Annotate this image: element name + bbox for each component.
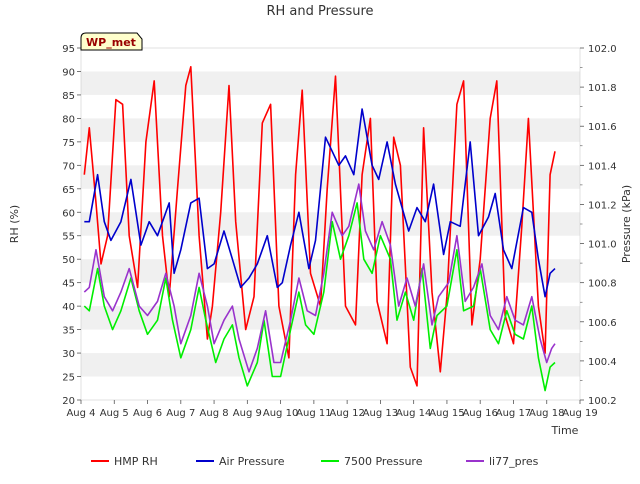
- right-tick-label: 100.6: [588, 318, 617, 329]
- left-tick-label: 45: [62, 279, 75, 290]
- left-tick-label: 50: [62, 255, 75, 266]
- left-axis-label: RH (%): [8, 205, 21, 243]
- x-tick-label: Aug 14: [396, 408, 431, 419]
- left-tick-label: 75: [62, 138, 75, 149]
- x-tick-label: Aug 16: [462, 408, 497, 419]
- wp-met-badge: WP_met: [80, 32, 143, 51]
- right-tick-label: 100.2: [588, 396, 617, 407]
- left-tick-label: 65: [62, 185, 75, 196]
- legend: HMP RH Air Pressure 7500 Pressure li77_pres: [91, 455, 539, 468]
- right-tick-label: 101.6: [588, 122, 617, 133]
- right-axis-label: Pressure (kPa): [620, 185, 633, 263]
- x-tick-label: Aug 9: [233, 408, 262, 419]
- legend-label: HMP RH: [114, 455, 158, 468]
- badge-label: WP_met: [86, 36, 136, 49]
- x-tick-label: Aug 6: [133, 408, 162, 419]
- right-tick-label: 101.8: [588, 83, 617, 94]
- x-tick-label: Aug 5: [100, 408, 129, 419]
- left-tick-label: 40: [62, 302, 75, 313]
- left-tick-label: 55: [62, 232, 75, 243]
- x-tick-label: Aug 15: [429, 408, 464, 419]
- x-axis-label: Time: [551, 424, 579, 437]
- badge-shape: [80, 32, 143, 51]
- left-tick-label: 70: [62, 161, 75, 172]
- grid-band: [81, 71, 580, 95]
- right-tick-label: 102.0: [588, 44, 617, 55]
- series-line-li77-pres: [83, 183, 556, 373]
- series-line-7500-pressure: [83, 202, 556, 392]
- left-tick-label: 80: [62, 114, 75, 125]
- grid-band: [81, 165, 580, 189]
- x-tick-label: Aug 19: [562, 408, 597, 419]
- left-tick-label: 90: [62, 67, 75, 78]
- x-tick-label: Aug 17: [496, 408, 531, 419]
- x-tick-label: Aug 10: [263, 408, 298, 419]
- axes-layer: 20 25 30 35 40 45 50 55 60 65 70 75 80 85 90 95 100.2 100…: [62, 44, 616, 419]
- right-tick-label: 100.4: [588, 357, 617, 368]
- legend-label: 7500 Pressure: [344, 455, 423, 468]
- x-tick-label: Aug 12: [329, 408, 364, 419]
- series-layer: [83, 66, 556, 392]
- x-tick-label: Aug 4: [66, 408, 95, 419]
- right-tick-label: 101.4: [588, 161, 617, 172]
- legend-label: li77_pres: [489, 455, 539, 468]
- x-tick-label: Aug 18: [529, 408, 564, 419]
- left-tick-label: 30: [62, 349, 75, 360]
- right-tick-label: 101.0: [588, 240, 617, 251]
- x-tick-label: Aug 11: [296, 408, 331, 419]
- chart-title: RH and Pressure: [266, 4, 373, 19]
- left-tick-label: 95: [62, 44, 75, 55]
- left-tick-label: 35: [62, 326, 75, 337]
- left-tick-label: 85: [62, 91, 75, 102]
- right-tick-label: 101.2: [588, 200, 617, 211]
- left-tick-label: 25: [62, 373, 75, 384]
- series-line-air-pressure: [84, 108, 556, 298]
- x-tick-label: Aug 8: [200, 408, 229, 419]
- right-tick-label: 100.8: [588, 279, 617, 290]
- legend-label: Air Pressure: [219, 455, 285, 468]
- grid-band: [81, 259, 580, 283]
- x-tick-label: Aug 7: [166, 408, 195, 419]
- grid-band: [81, 353, 580, 377]
- x-tick-label: Aug 13: [363, 408, 398, 419]
- left-tick-label: 60: [62, 208, 75, 219]
- left-tick-label: 20: [62, 396, 75, 407]
